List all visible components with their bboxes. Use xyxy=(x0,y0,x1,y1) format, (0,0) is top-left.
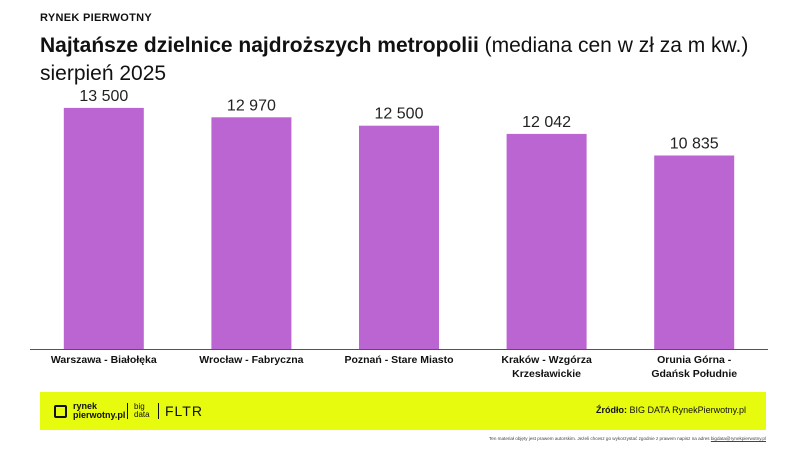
category-label: Wrocław - Fabryczna xyxy=(199,354,303,366)
bar-value-label: 10 835 xyxy=(670,136,719,153)
disclaimer-text: Ten materiał objęty jest prawem autorski… xyxy=(488,436,711,441)
disclaimer-email-link[interactable]: bigdata@rynekpierwotny.pl xyxy=(710,436,766,441)
copyright-disclaimer: Ten materiał objęty jest prawem autorski… xyxy=(489,436,766,441)
category-label: Gdańsk Południe xyxy=(651,368,737,380)
source-label: Źródło: xyxy=(595,405,627,415)
bar xyxy=(211,117,292,349)
bar-value-label: 12 042 xyxy=(522,114,571,131)
bar-value-label: 13 500 xyxy=(79,88,128,105)
bar-chart: 13 500 Warszawa - Białołęka 12 970 Wrocław … xyxy=(30,88,768,380)
source-value: BIG DATA RynekPierwotny.pl xyxy=(626,405,746,415)
title-date: sierpień 2025 xyxy=(40,62,167,85)
category-label: Kraków - Wzgórza xyxy=(501,354,592,366)
category-label: Orunia Górna - xyxy=(657,354,732,366)
logo-group: rynek pierwotny.pl big data FLTR xyxy=(54,400,203,422)
bar xyxy=(506,133,587,349)
bar xyxy=(654,155,735,349)
bar xyxy=(63,107,144,350)
footer-bar: rynek pierwotny.pl big data FLTR Źródło:… xyxy=(40,392,766,430)
category-label: Poznań - Stare Miasto xyxy=(344,354,453,366)
logo-divider xyxy=(127,403,128,419)
chart-title: Najtańsze dzielnice najdroższych metropo… xyxy=(40,32,780,88)
title-main: Najtańsze dzielnice najdroższych metropo… xyxy=(40,34,479,57)
fltr-logo-text: FLTR xyxy=(165,403,203,419)
brand-label: RYNEK PIERWOTNY xyxy=(40,12,153,24)
category-label: Warszawa - Białołęka xyxy=(51,354,157,366)
title-suffix: (mediana cen w zł za m kw.) xyxy=(478,34,749,57)
bar xyxy=(359,125,439,349)
logo-divider xyxy=(158,403,159,419)
rynek-logo-text: rynek pierwotny.pl xyxy=(73,401,126,420)
bar-value-label: 12 970 xyxy=(227,97,276,114)
category-label: Krzesławickie xyxy=(512,368,581,380)
source-note: Źródło: BIG DATA RynekPierwotny.pl xyxy=(596,405,746,415)
bigdata-logo-text: big data xyxy=(134,402,150,419)
bar-value-label: 12 500 xyxy=(375,106,424,123)
rynek-logo-icon xyxy=(54,404,67,418)
